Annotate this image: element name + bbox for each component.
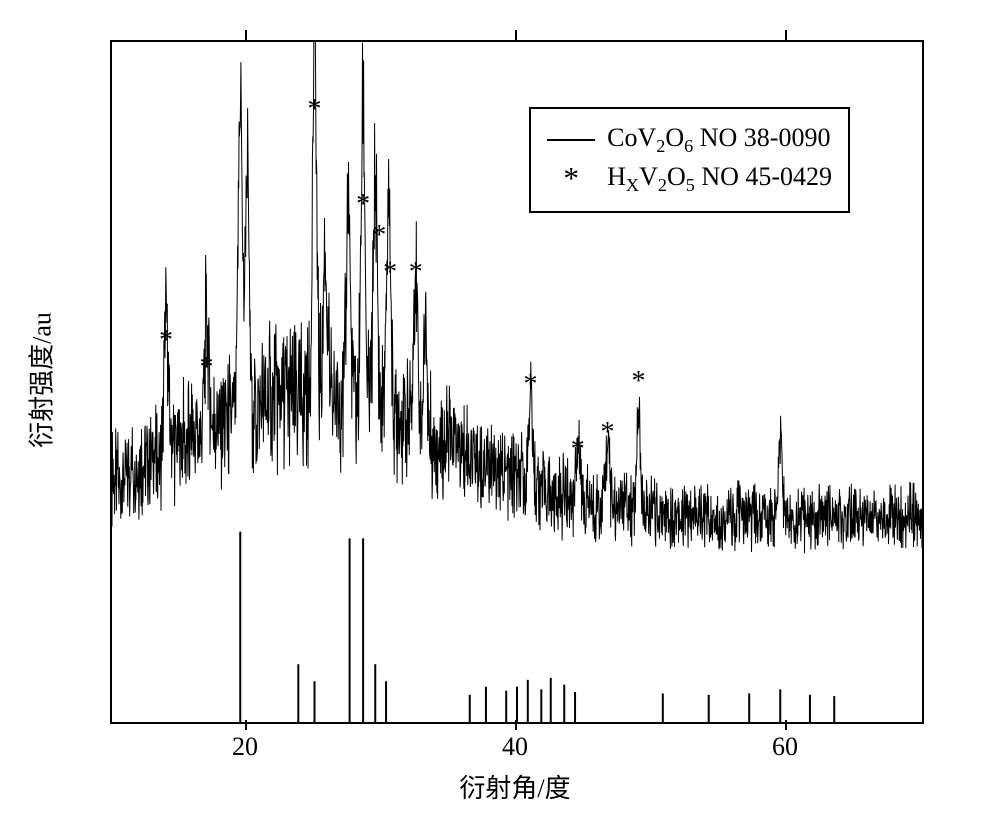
peak-star-marker: * <box>600 417 614 449</box>
peak-star-marker: * <box>409 257 423 289</box>
x-tick-label: 60 <box>772 732 798 762</box>
x-tick-label: 40 <box>502 732 528 762</box>
xrd-chart: CoV2O6 NO 38-0090*HXV2O5 NO 45-0429 ****… <box>0 0 1000 835</box>
peak-star-marker: * <box>372 220 386 252</box>
x-axis-label: 衍射角/度 <box>459 768 570 805</box>
plot-area: CoV2O6 NO 38-0090*HXV2O5 NO 45-0429 ****… <box>110 40 924 724</box>
x-tick-mark <box>785 30 787 40</box>
peak-star-marker: * <box>632 366 646 398</box>
peak-star-marker: * <box>356 189 370 221</box>
x-tick-label: 20 <box>232 732 258 762</box>
x-tick-mark <box>515 30 517 40</box>
legend-label: CoV2O6 NO 38-0090 <box>607 123 830 157</box>
legend-label: HXV2O5 NO 45-0429 <box>607 162 832 196</box>
x-tick-mark <box>785 720 787 730</box>
x-tick-mark <box>515 720 517 730</box>
legend-line-marker <box>547 139 595 141</box>
x-tick-mark <box>245 30 247 40</box>
peak-star-marker: * <box>200 352 214 384</box>
peak-star-marker: * <box>524 369 538 401</box>
peak-star-marker: * <box>383 257 397 289</box>
peak-star-marker: * <box>159 325 173 357</box>
legend-item: * HXV2O5 NO 45-0429 <box>547 161 832 197</box>
legend-item: CoV2O6 NO 38-0090 <box>547 123 832 157</box>
x-tick-mark <box>245 720 247 730</box>
peak-star-marker: * <box>308 94 322 126</box>
legend-star-marker: * <box>547 161 595 197</box>
legend: CoV2O6 NO 38-0090 * HXV2O5 NO 45-0429 <box>529 107 850 213</box>
peak-star-marker: * <box>571 434 585 466</box>
y-axis-label: 衍射强度/au <box>22 312 59 448</box>
